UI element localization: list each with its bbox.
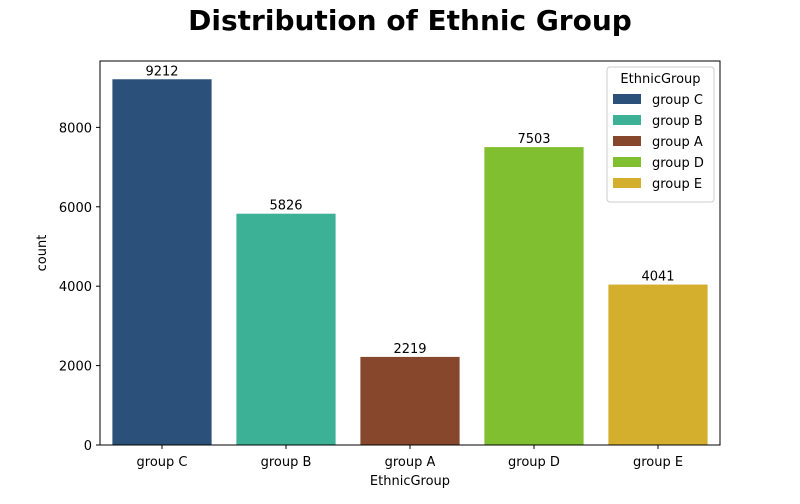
bar-data-label: 5826 [269,199,302,214]
y-tick-label: 2000 [59,360,92,375]
axes-frame [99,60,721,446]
y-tick-label: 8000 [59,121,92,136]
y-tick-label: 0 [84,439,92,454]
bar-data-label: 9212 [145,64,178,79]
x-tick-label: group B [261,455,312,470]
legend-entry-label: group A [652,135,703,150]
legend-entry-label: group C [652,93,703,108]
legend-swatch [613,115,641,125]
x-tick-label: group D [508,455,560,470]
legend-title: EthnicGroup [620,72,700,87]
legend-swatch [613,136,641,146]
bar-group-a [360,356,460,445]
legend-entry-label: group D [652,156,704,171]
bar-group-b [236,213,336,445]
y-axis-label: count [35,235,50,272]
legend-swatch [613,157,641,167]
y-tick-label: 4000 [59,280,92,295]
y-tick-label: 6000 [59,201,92,216]
legend-entry-label: group E [652,177,702,192]
x-axis-label: EthnicGroup [370,474,450,489]
bar-data-label: 7503 [517,132,550,147]
bar-group-c [112,79,212,445]
x-tick-label: group E [633,455,683,470]
legend-swatch [613,94,641,104]
x-tick-label: group C [137,455,188,470]
bar-group-e [608,284,708,445]
bar-data-label: 2219 [393,342,426,357]
bar-group-d [484,147,584,446]
legend-swatch [613,178,641,188]
legend: EthnicGroup group C group B group A group D… [606,66,715,203]
chart-title: Distribution of Ethnic Group [188,4,632,37]
x-tick-label: group A [385,455,436,470]
legend-entry-label: group B [652,114,703,129]
bar-data-label: 4041 [641,270,674,285]
